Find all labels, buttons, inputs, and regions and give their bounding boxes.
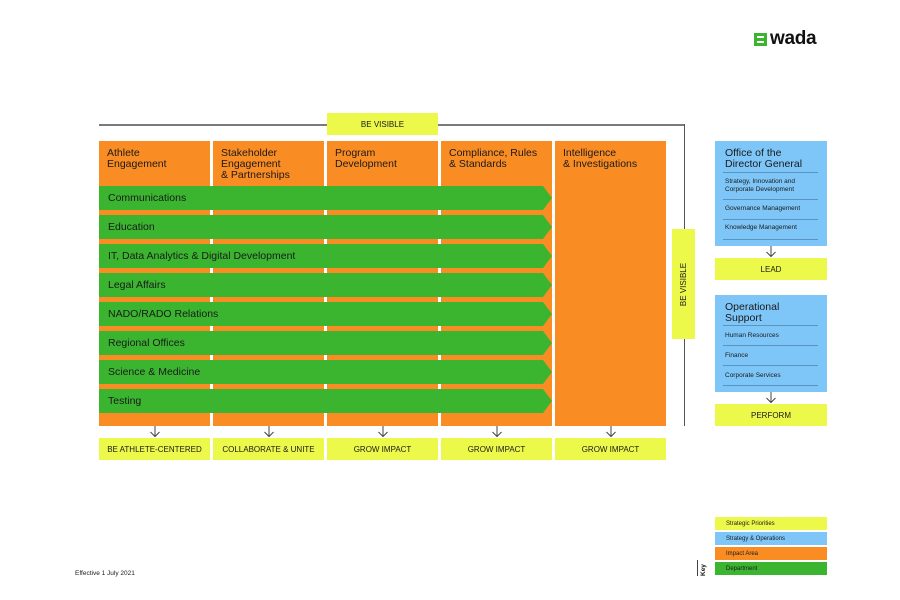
department-label: Legal Affairs [108, 279, 166, 291]
department-it-data-analytics: IT, Data Analytics & Digital Development [99, 244, 552, 268]
arrow-down-icon [492, 426, 502, 438]
be-visible-top-label: BE VISIBLE [360, 119, 405, 129]
department-nado-rado-relations: NADO/RADO Relations [99, 302, 552, 326]
logo-text: wada [770, 28, 817, 49]
divider [723, 365, 818, 366]
impact-area-title: Compliance, Rules & Standards [449, 147, 538, 170]
department-label: Regional Offices [108, 337, 185, 349]
panel-item: Finance [725, 352, 749, 359]
be-visible-side-badge: BE VISIBLE [672, 229, 695, 339]
panel-operational-support: Operational Support Human Resources Fina… [715, 295, 827, 392]
key-strategy-operations: Strategy & Operations [715, 532, 827, 545]
divider [723, 199, 818, 200]
key-strategic-priorities: Strategic Priorities [715, 517, 827, 530]
arrow-down-icon [264, 426, 274, 438]
department-testing: Testing [99, 389, 552, 413]
priority-label: BE ATHLETE-CENTERED [107, 444, 202, 454]
panel-item: Strategy, Innovation and Corporate Devel… [725, 178, 795, 193]
priority-grow-impact: GROW IMPACT [327, 438, 438, 460]
impact-area-intelligence: Intelligence & Investigations [555, 141, 666, 426]
priority-perform: PERFORM [715, 404, 827, 426]
priority-grow-impact: GROW IMPACT [555, 438, 666, 460]
priority-collaborate-unite: COLLABORATE & UNITE [213, 438, 324, 460]
priority-label: GROW IMPACT [353, 444, 412, 454]
impact-area-title: Athlete Engagement [107, 147, 167, 170]
panel-item: Human Resources [725, 332, 779, 339]
department-label: NADO/RADO Relations [108, 308, 219, 320]
arrow-down-icon [766, 392, 776, 404]
divider [723, 172, 818, 173]
arrow-down-icon [606, 426, 616, 438]
department-label: IT, Data Analytics & Digital Development [108, 250, 296, 262]
impact-area-title: Program Development [335, 147, 397, 170]
be-visible-side-label: BE VISIBLE [679, 262, 689, 306]
priority-label: GROW IMPACT [581, 444, 640, 454]
key-item-label: Strategy & Operations [726, 535, 786, 542]
key-item-label: Department [726, 565, 758, 572]
arrow-down-icon [378, 426, 388, 438]
key-impact-area: Impact Area [715, 547, 827, 560]
key-item-label: Impact Area [726, 550, 759, 557]
department-label: Communications [108, 192, 187, 204]
department-regional-offices: Regional Offices [99, 331, 552, 355]
key-department: Department [715, 562, 827, 575]
priority-label: COLLABORATE & UNITE [222, 444, 315, 454]
wada-logo: wada [754, 28, 817, 49]
priority-be-athlete-centered: BE ATHLETE-CENTERED [99, 438, 210, 460]
impact-area-title: Stakeholder Engagement & Partnerships [221, 147, 290, 181]
panel-item: Knowledge Management [725, 224, 797, 231]
divider [723, 239, 818, 240]
divider [723, 325, 818, 326]
key-divider [697, 560, 698, 576]
impact-area-title: Intelligence & Investigations [563, 147, 638, 170]
department-label: Education [108, 221, 155, 233]
effective-date: Effective 1 July 2021 [75, 570, 135, 577]
panel-title: Operational Support [725, 301, 780, 324]
priority-label: LEAD [760, 264, 782, 274]
divider [723, 385, 818, 386]
priority-label: GROW IMPACT [467, 444, 526, 454]
panel-title: Office of the Director General [725, 147, 803, 170]
arrow-down-icon [150, 426, 160, 438]
wada-mark-icon [754, 32, 767, 46]
department-label: Science & Medicine [108, 366, 201, 378]
department-label: Testing [108, 395, 142, 407]
department-science-medicine: Science & Medicine [99, 360, 552, 384]
panel-office-director-general: Office of the Director General Strategy,… [715, 141, 827, 246]
divider [723, 345, 818, 346]
priority-grow-impact: GROW IMPACT [441, 438, 552, 460]
key-label: Key [700, 564, 707, 576]
department-education: Education [99, 215, 552, 239]
panel-item: Corporate Services [725, 372, 781, 379]
department-communications: Communications [99, 186, 552, 210]
key-item-label: Strategic Priorities [726, 520, 775, 527]
priority-lead: LEAD [715, 258, 827, 280]
department-legal-affairs: Legal Affairs [99, 273, 552, 297]
divider [723, 219, 818, 220]
panel-item: Governance Management [725, 205, 801, 212]
arrow-down-icon [766, 246, 776, 258]
priority-label: PERFORM [751, 410, 791, 420]
be-visible-top-badge: BE VISIBLE [327, 113, 438, 135]
